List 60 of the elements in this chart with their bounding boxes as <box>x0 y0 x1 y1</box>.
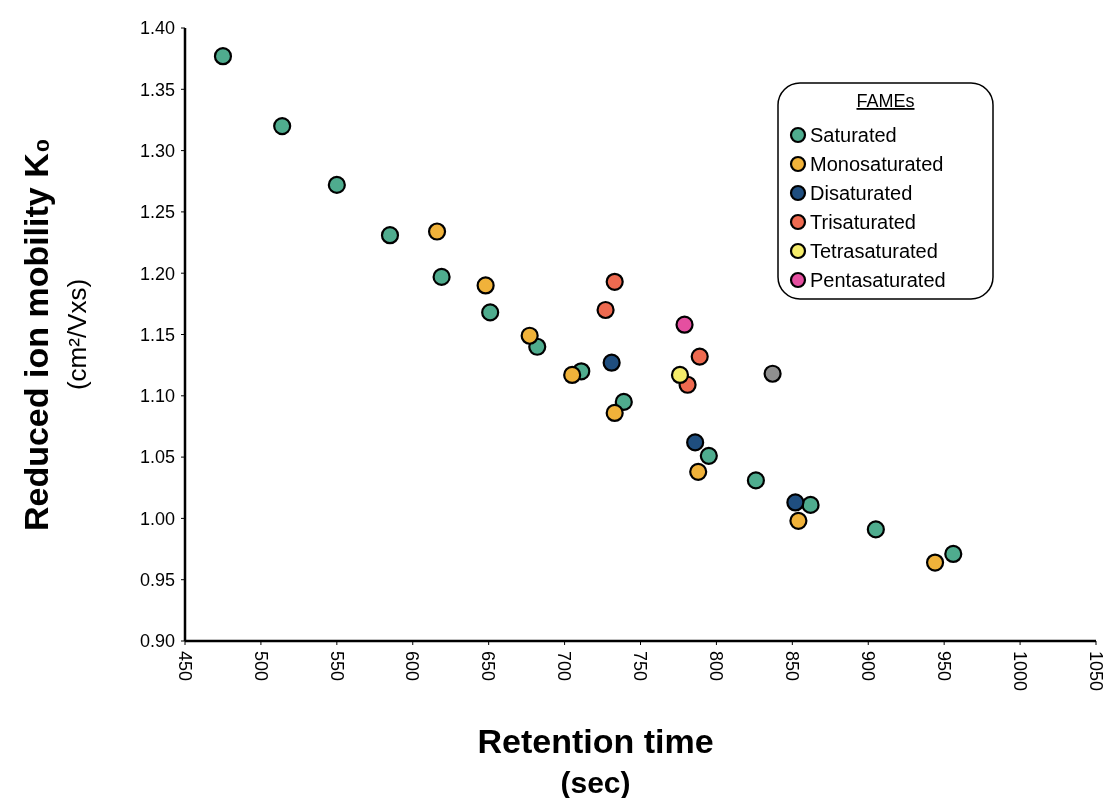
point <box>699 446 718 465</box>
x-tick-label: 700 <box>554 651 575 682</box>
legend-label: Pentasaturated <box>810 269 946 291</box>
point <box>605 403 624 423</box>
point <box>427 222 447 241</box>
x-tick-label: 650 <box>478 651 499 682</box>
y-tick-label: 1.30 <box>139 140 175 161</box>
legend-label: Trisaturated <box>810 211 916 233</box>
point <box>213 47 233 66</box>
legend-label: Monosaturated <box>810 153 944 175</box>
point <box>801 495 820 515</box>
point <box>746 471 765 490</box>
y-tick-label: 1.05 <box>139 447 175 468</box>
point <box>944 544 963 564</box>
point <box>866 520 885 539</box>
point <box>476 276 495 295</box>
legend-title: FAMEs <box>856 91 915 111</box>
point <box>380 226 400 245</box>
point <box>563 365 582 385</box>
point <box>670 365 690 385</box>
y-axis-title: Reduced ion mobility K₀ (cm²/Vxs) <box>17 137 92 532</box>
x-tick-label: 850 <box>782 651 803 682</box>
y-tick-label: 0.95 <box>139 570 175 590</box>
point <box>273 116 292 136</box>
point <box>925 553 945 572</box>
point <box>689 462 708 481</box>
point <box>327 175 346 195</box>
x-tick-label: 550 <box>326 651 347 682</box>
x-tick-label: 1050 <box>1085 651 1106 692</box>
legend-label: Saturated <box>810 124 897 146</box>
y-tick-label: 1.40 <box>139 18 175 39</box>
x-tick-label: 750 <box>630 651 651 682</box>
point <box>596 300 615 320</box>
point <box>605 272 624 291</box>
point <box>690 347 709 366</box>
legend-label: Disaturated <box>810 182 913 204</box>
point <box>789 511 808 530</box>
y-tick-label: 1.00 <box>139 508 175 529</box>
y-tick-label: 0.90 <box>139 631 175 652</box>
y-tick-label: 1.20 <box>139 263 175 284</box>
point <box>520 326 539 345</box>
x-tick-label: 1000 <box>1009 651 1030 692</box>
y-tick-label: 1.10 <box>139 386 175 407</box>
y-tick-label: 1.15 <box>139 324 175 345</box>
point <box>786 493 805 512</box>
point <box>481 303 500 322</box>
point <box>432 267 451 286</box>
legend-label: Tetrasaturated <box>810 240 938 262</box>
point <box>763 364 782 383</box>
x-tick-label: 450 <box>174 651 195 682</box>
point <box>675 315 694 334</box>
x-tick-label: 900 <box>857 651 878 682</box>
y-tick-label: 1.35 <box>139 79 175 100</box>
x-tick-label: 800 <box>706 651 727 682</box>
x-tick-label: 950 <box>933 651 954 682</box>
x-tick-label: 500 <box>250 651 271 682</box>
point <box>602 353 621 372</box>
x-tick-label: 600 <box>402 651 423 682</box>
y-tick-label: 1.25 <box>139 202 175 223</box>
point <box>686 433 705 452</box>
